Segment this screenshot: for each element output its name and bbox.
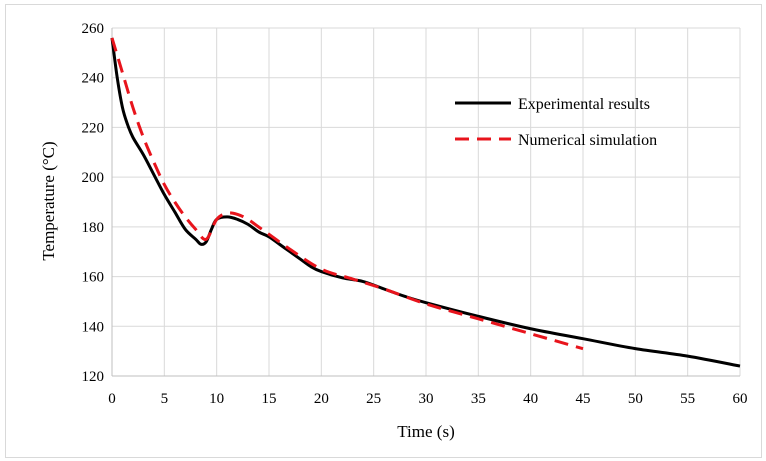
y-tick-label: 140 xyxy=(82,319,105,335)
tick-label-layer: 0 5 10 15 20 25 30 35 40 45 50 55 60 120 140 160 180 200 2… xyxy=(82,21,748,407)
x-tick-label: 60 xyxy=(733,391,748,407)
y-tick-label: 260 xyxy=(82,21,105,37)
x-tick-label: 25 xyxy=(366,391,381,407)
x-axis-title: Time (s) xyxy=(397,422,454,441)
y-tick-label: 180 xyxy=(82,220,105,236)
legend-label-simulation: Numerical simulation xyxy=(518,132,657,149)
y-tick-label: 120 xyxy=(82,369,105,385)
x-tick-label: 30 xyxy=(419,391,434,407)
axis-layer xyxy=(111,28,740,377)
x-tick-label: 40 xyxy=(523,391,538,407)
legend: Experimental results Numerical simulatio… xyxy=(455,96,657,149)
x-tick-label: 55 xyxy=(680,391,695,407)
x-tick-label: 45 xyxy=(576,391,591,407)
x-tick-label: 5 xyxy=(161,391,169,407)
y-tick-label: 200 xyxy=(82,170,105,186)
legend-label-experimental: Experimental results xyxy=(518,96,650,113)
grid-layer xyxy=(111,27,741,377)
x-tick-label: 0 xyxy=(108,391,116,407)
y-tick-label: 240 xyxy=(82,71,105,87)
x-tick-label: 10 xyxy=(209,391,224,407)
y-axis-title: Temperature (°C) xyxy=(39,141,58,260)
series-layer xyxy=(110,37,741,368)
x-tick-label: 50 xyxy=(628,391,643,407)
x-tick-label: 15 xyxy=(262,391,277,407)
x-tick-label: 35 xyxy=(471,391,486,407)
y-tick-label: 220 xyxy=(82,120,105,136)
x-tick-label: 20 xyxy=(314,391,329,407)
series-line-simulation xyxy=(110,37,584,351)
y-tick-label: 160 xyxy=(82,270,105,286)
